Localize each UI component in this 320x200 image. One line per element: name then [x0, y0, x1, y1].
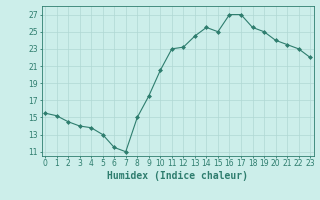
X-axis label: Humidex (Indice chaleur): Humidex (Indice chaleur) — [107, 171, 248, 181]
